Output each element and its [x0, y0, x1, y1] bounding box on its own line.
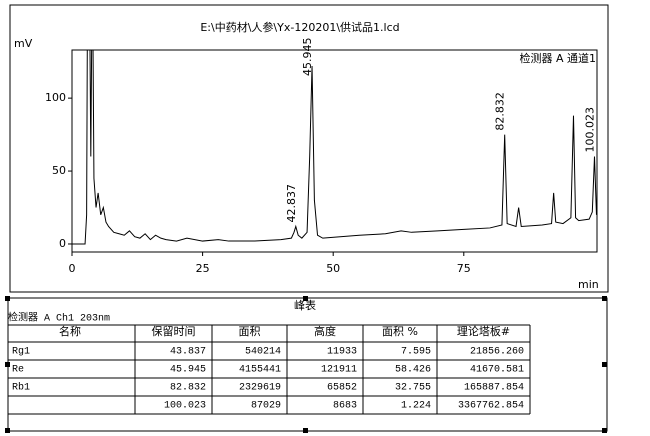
chart-title: E:\中药材\人参\Yx-120201\供试品1.lcd [200, 20, 399, 34]
table-cell: 65852 [327, 383, 357, 394]
table-header: 面积 [239, 325, 261, 338]
peak-label: 82.832 [494, 92, 507, 131]
plot-area [72, 50, 597, 245]
table-cell: 11933 [327, 347, 357, 358]
table-cell: 4155441 [239, 365, 281, 376]
y-tick-label: 50 [52, 164, 66, 177]
table-cell: 43.837 [170, 347, 206, 358]
table-cell: 58.426 [395, 365, 431, 376]
table-title: 峰表 [294, 298, 316, 312]
chromatogram-line [72, 50, 597, 245]
table-cell: 100.023 [164, 401, 206, 412]
table-cell: 165887.854 [464, 383, 524, 394]
peak-table: 名称 保留时间 面积 高度 面积 % 理论塔板# Rg1 43.837 540214 11933 7… [7, 324, 531, 415]
table-cell: Re [12, 365, 24, 376]
table-cell: 3367762.854 [458, 401, 524, 412]
table-cell: 7.595 [401, 347, 431, 358]
chart-frame [9, 4, 609, 293]
x-tick-label: 25 [196, 262, 210, 275]
table-header: 面积 % [382, 325, 418, 338]
x-axis-label: min [578, 278, 599, 291]
table-cell: 41670.581 [470, 365, 524, 376]
plot-frame [71, 49, 598, 253]
table-cell: 45.945 [170, 365, 206, 376]
table-cell: 32.755 [395, 383, 431, 394]
table-header: 理论塔板# [457, 324, 510, 338]
x-tick-label: 50 [326, 262, 340, 275]
table-cell: 540214 [245, 347, 281, 358]
table-cell: Rg1 [12, 347, 30, 358]
table-cell: 82.832 [170, 383, 206, 394]
peak-label: 42.837 [285, 184, 298, 223]
y-tick-label: 0 [59, 237, 66, 250]
table-cell: 87029 [251, 401, 281, 412]
peak-label: 100.023 [584, 107, 597, 153]
table-cell: 1.224 [401, 401, 431, 412]
table-cell: 8683 [333, 401, 357, 412]
table-cell: Rb1 [12, 382, 30, 394]
channel-label: 检测器 A 通道1 [519, 51, 596, 65]
peak-label: 45.945 [301, 38, 314, 77]
table-header: 高度 [314, 324, 336, 338]
table-header: 名称 [59, 324, 81, 338]
table-subtitle: 检测器 A Ch1 203nm [8, 311, 110, 325]
x-tick-label: 75 [457, 262, 471, 275]
x-tick-label: 0 [69, 262, 76, 275]
y-tick-label: 100 [45, 91, 66, 104]
table-header: 保留时间 [152, 324, 196, 338]
table-cell: 121911 [321, 365, 357, 376]
table-cell: 2329619 [239, 383, 281, 394]
y-axis-label: mV [14, 37, 33, 50]
table-cell: 21856.260 [470, 347, 524, 358]
